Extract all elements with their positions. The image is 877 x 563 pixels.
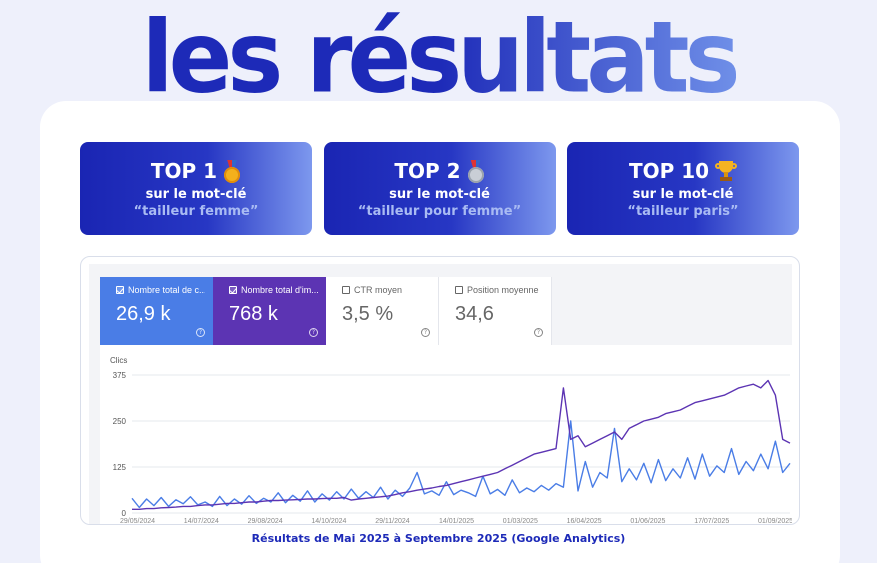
- metric-ctr[interactable]: CTR moyen 3,5 % ?: [326, 277, 439, 345]
- analytics-screenshot: Nombre total de c... 26,9 k ? Nombre tot…: [80, 256, 800, 525]
- rank-title: TOP 2: [394, 158, 461, 183]
- y-tick-label: 250: [113, 417, 127, 426]
- rank-title: TOP 1: [150, 158, 218, 183]
- rank-keyword: “tailleur femme”: [133, 203, 259, 219]
- headline-text: les résultats: [141, 1, 740, 116]
- rank-keyword: “tailleur paris”: [627, 203, 739, 219]
- metric-tabs: Nombre total de c... 26,9 k ? Nombre tot…: [100, 277, 552, 345]
- x-tick-label: 29/08/2024: [248, 518, 283, 524]
- metric-label: Nombre total d'im...: [241, 285, 318, 295]
- help-icon[interactable]: ?: [534, 328, 543, 337]
- x-tick-label: 29/11/2024: [375, 518, 410, 524]
- x-tick-label: 01/09/2025: [758, 518, 792, 524]
- rank-subtitle: sur le mot-clé: [389, 186, 490, 202]
- metric-value: 26,9 k: [116, 303, 171, 325]
- rank-card-top10: TOP 10 sur le mot-clé “tailleur paris”: [567, 142, 799, 235]
- rank-card-top1: TOP 1 sur le mot-clé “tailleur femme”: [80, 142, 312, 235]
- checkbox-icon[interactable]: [455, 286, 463, 294]
- y-tick-label: 375: [113, 371, 127, 380]
- metric-value: 3,5 %: [342, 303, 394, 325]
- x-tick-label: 14/01/2025: [439, 518, 474, 524]
- x-tick-label: 17/07/2025: [694, 518, 729, 524]
- x-tick-label: 16/04/2025: [567, 518, 602, 524]
- checkbox-icon[interactable]: [342, 286, 350, 294]
- y-axis-label: Clics: [110, 356, 127, 365]
- metric-value: 768 k: [229, 303, 278, 325]
- rank-subtitle: sur le mot-clé: [632, 186, 734, 202]
- checkbox-icon[interactable]: [229, 286, 237, 294]
- x-tick-label: 14/10/2024: [311, 518, 346, 524]
- gold-medal-icon: [223, 159, 241, 183]
- help-icon[interactable]: ?: [196, 328, 205, 337]
- checkbox-icon[interactable]: [116, 286, 124, 294]
- headline: les résultats: [0, 0, 877, 116]
- metric-label: Position moyenne: [467, 285, 539, 295]
- rank-title: TOP 10: [628, 158, 710, 183]
- metric-value: 34,6: [455, 303, 494, 325]
- x-tick-label: 29/05/2024: [120, 518, 155, 524]
- rank-cards: TOP 1 sur le mot-clé “tailleur femme” TO…: [80, 142, 799, 235]
- metric-total-clicks[interactable]: Nombre total de c... 26,9 k ?: [100, 277, 213, 345]
- caption: Résultats de Mai 2025 à Septembre 2025 (…: [251, 532, 626, 545]
- series-line-2: [132, 379, 791, 511]
- performance-chart: Clics 375 250 125 029/05/2024 14/07/2024 29/08…: [110, 356, 792, 524]
- metric-label: CTR moyen: [354, 285, 403, 295]
- metric-label: Nombre total de c...: [128, 285, 205, 295]
- trophy-icon: [715, 160, 738, 182]
- series-line-1: [131, 420, 791, 509]
- rank-card-top2: TOP 2 sur le mot-clé “tailleur pour femm…: [323, 142, 556, 235]
- metric-position[interactable]: Position moyenne 34,6 ?: [439, 277, 552, 345]
- help-icon[interactable]: ?: [309, 328, 318, 337]
- silver-medal-icon: [467, 159, 485, 183]
- y-tick-label: 0: [122, 509, 127, 518]
- metric-total-impressions[interactable]: Nombre total d'im... 768 k ?: [213, 277, 326, 345]
- help-icon[interactable]: ?: [421, 328, 430, 337]
- plot-area: Clics 375 250 125 0 29/05/2024 14/07/2024 29/08…: [100, 345, 792, 524]
- x-tick-label: 14/07/2024: [184, 518, 219, 524]
- x-tick-label: 01/03/2025: [503, 518, 538, 524]
- rank-subtitle: sur le mot-clé: [145, 186, 247, 202]
- y-tick-label: 125: [113, 463, 127, 472]
- x-tick-label: 01/06/2025: [630, 518, 665, 524]
- rank-keyword: “tailleur pour femme”: [357, 203, 522, 219]
